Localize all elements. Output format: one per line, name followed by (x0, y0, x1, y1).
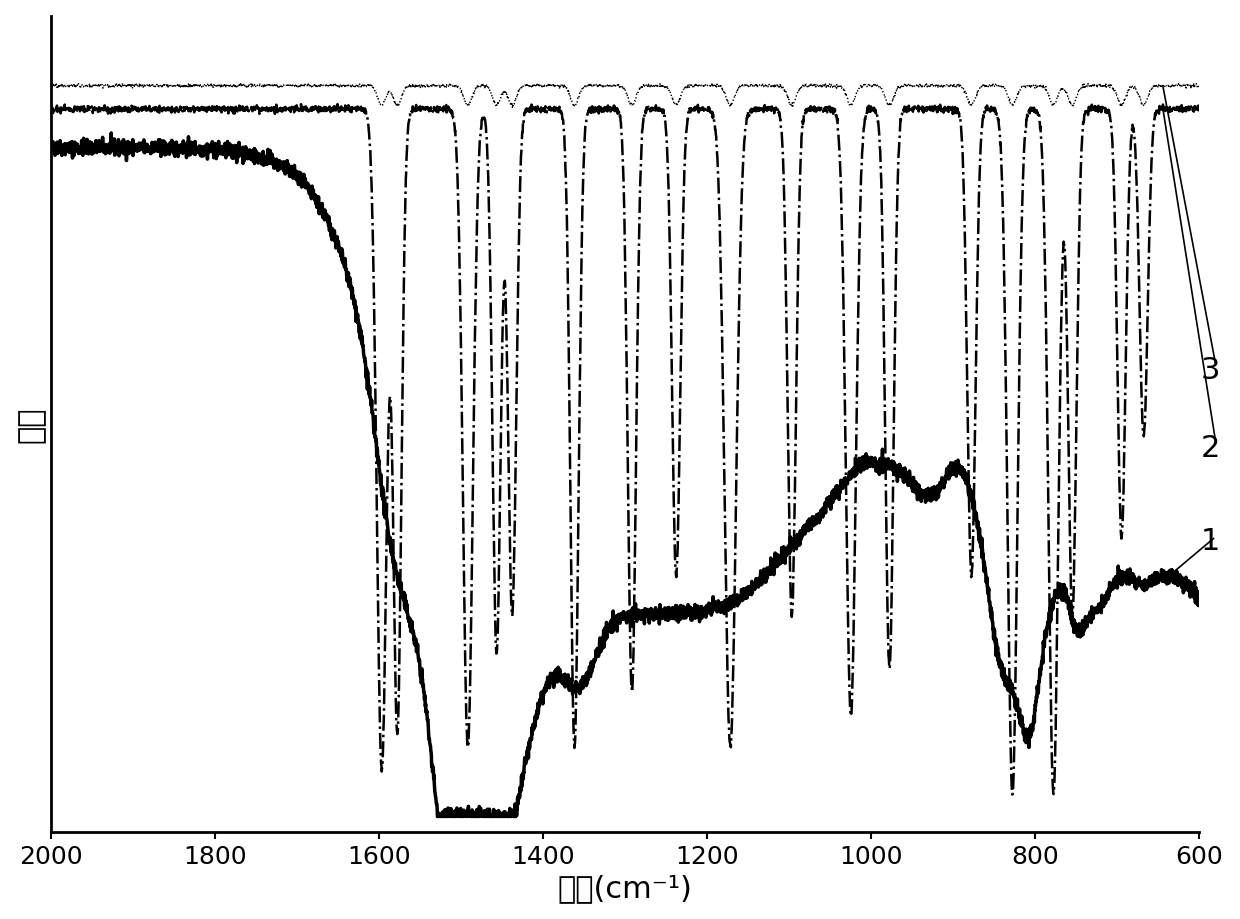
Text: 3: 3 (1200, 356, 1220, 384)
Text: 1: 1 (1200, 527, 1220, 555)
Text: 2: 2 (1200, 433, 1220, 462)
X-axis label: 波数(cm⁻¹): 波数(cm⁻¹) (558, 873, 693, 902)
Y-axis label: 强度: 强度 (16, 406, 46, 443)
